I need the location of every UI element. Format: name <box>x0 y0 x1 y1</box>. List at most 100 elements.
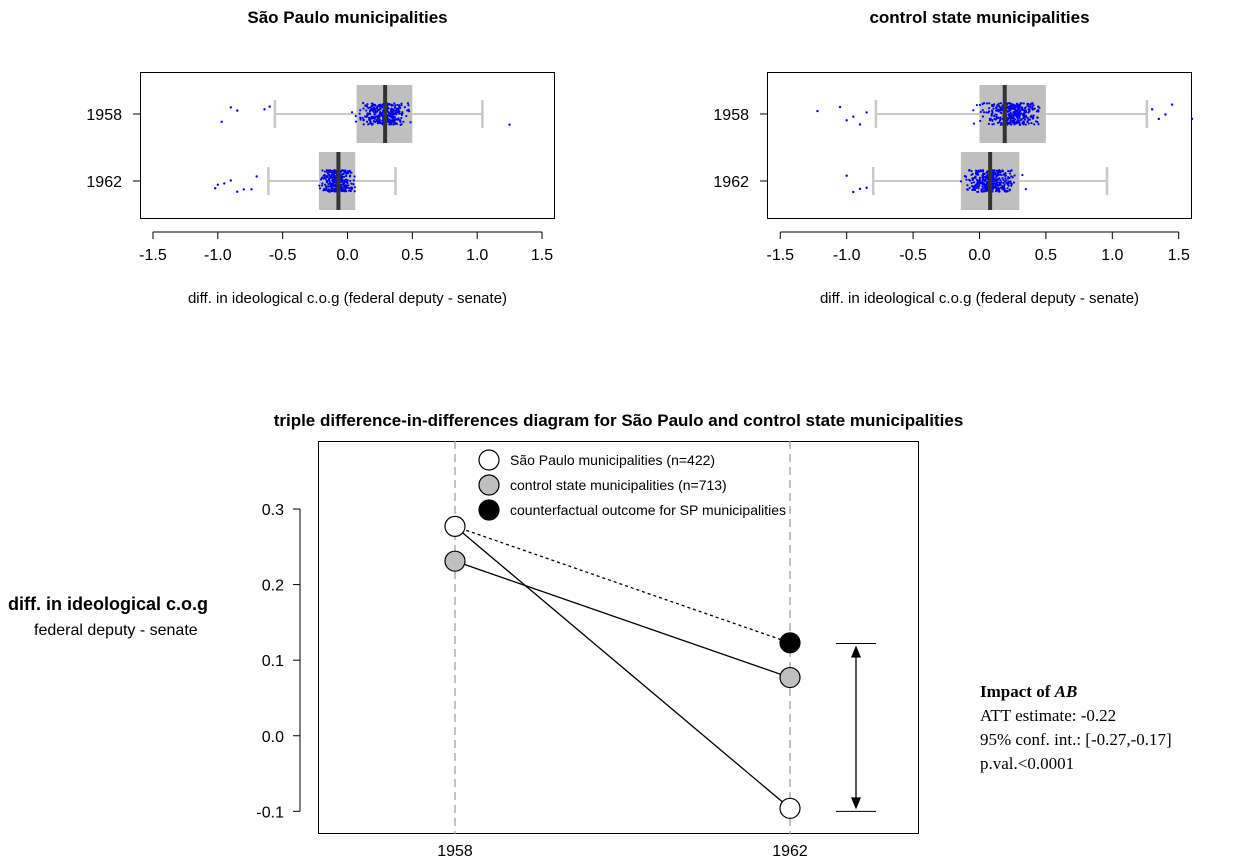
control-point <box>997 181 1001 184</box>
sp-point <box>406 102 410 105</box>
sp-point <box>362 107 365 110</box>
control-point <box>981 109 984 112</box>
did-y-axis-sublabel: federal deputy - senate <box>34 622 198 639</box>
control-point <box>981 185 984 188</box>
sp-point <box>318 187 322 190</box>
sp-x-tick-label: -0.5 <box>269 247 297 264</box>
sp-point <box>393 106 396 109</box>
sp-x-tick-label: -1.0 <box>204 247 232 264</box>
control-point <box>1003 180 1007 183</box>
sp-point <box>349 186 353 189</box>
sp-point <box>389 114 392 117</box>
control-point <box>968 168 971 172</box>
control-point <box>970 181 973 185</box>
control-point <box>982 172 985 175</box>
sp-point <box>370 107 373 110</box>
control-point <box>999 102 1003 105</box>
sp-outlier-point <box>508 123 511 126</box>
sp-point <box>358 112 361 115</box>
sp-point <box>340 178 344 181</box>
control-point <box>974 183 977 186</box>
control-point <box>999 111 1002 114</box>
sp-point <box>340 175 344 178</box>
did-series-0-point <box>779 797 801 819</box>
sp-point <box>359 116 362 119</box>
sp-point <box>343 171 347 174</box>
did-y-tick-label: 0.3 <box>262 502 284 519</box>
sp-point <box>359 118 362 121</box>
control-point <box>1007 170 1010 173</box>
sp-point <box>323 174 326 177</box>
sp-point <box>359 109 362 112</box>
sp-outlier-point <box>250 188 253 191</box>
control-point <box>1014 104 1017 107</box>
sp-point <box>331 182 334 185</box>
control-y-tick-label: 1958 <box>713 107 749 124</box>
control-point <box>1009 117 1012 120</box>
sp-point <box>407 104 410 107</box>
sp-point <box>390 104 393 107</box>
control-point <box>1018 117 1021 120</box>
sp-y-tick-label: 1958 <box>86 107 122 124</box>
did-plot-frame <box>318 441 919 834</box>
control-point <box>1008 101 1011 105</box>
control-point <box>981 179 984 182</box>
sp-point <box>345 174 348 177</box>
control-point <box>992 178 995 181</box>
control-point <box>1037 105 1040 108</box>
control-point <box>993 182 997 185</box>
control-point <box>1013 118 1016 121</box>
sp-point <box>393 102 396 105</box>
control-point <box>982 174 985 177</box>
control-point <box>1030 121 1033 125</box>
sp-point <box>344 185 347 188</box>
control-point <box>998 190 1001 193</box>
sp-point <box>369 106 372 109</box>
sp-point <box>372 106 376 109</box>
sp-point <box>354 114 357 118</box>
control-x-tick-label: -0.5 <box>899 247 927 264</box>
sp-point <box>396 118 399 121</box>
control-point <box>977 180 980 183</box>
sp-point <box>398 104 401 107</box>
control-point <box>981 115 985 118</box>
sp-point <box>342 188 345 191</box>
control-point <box>984 183 987 186</box>
sp-outlier-point <box>214 187 217 190</box>
sp-point <box>376 118 379 121</box>
control-point <box>980 190 983 193</box>
sp-point <box>353 175 356 178</box>
did-series-0-point <box>444 515 466 538</box>
control-point <box>992 104 995 108</box>
sp-point <box>375 110 378 113</box>
sp-point <box>350 111 354 114</box>
control-point <box>979 119 982 123</box>
control-point <box>1002 185 1006 188</box>
sp-outlier-point <box>229 179 232 182</box>
control-point <box>999 116 1002 119</box>
sp-point <box>326 175 329 179</box>
control-point <box>996 121 999 124</box>
did-series-line-0 <box>454 525 791 809</box>
control-point <box>1010 182 1013 186</box>
did-panel-title: triple difference-in-differences diagram… <box>273 411 964 430</box>
sp-point <box>328 179 331 182</box>
sp-point <box>331 174 334 177</box>
sp-point <box>333 180 336 183</box>
control-point <box>1007 107 1011 110</box>
control-point <box>994 186 997 189</box>
sp-point <box>318 184 321 187</box>
control-plot-frame <box>767 72 1192 219</box>
sp-point <box>397 111 401 114</box>
control-point <box>991 119 994 122</box>
impact-heading: Impact of AB <box>980 680 1172 704</box>
sp-point <box>333 187 336 191</box>
control-outlier-point <box>1190 117 1194 121</box>
sp-point <box>353 190 356 193</box>
control-point <box>975 103 979 107</box>
control-point <box>987 111 990 114</box>
control-point <box>1004 177 1007 180</box>
sp-point <box>347 184 350 187</box>
control-point <box>1024 106 1027 109</box>
sp-point <box>350 182 353 185</box>
